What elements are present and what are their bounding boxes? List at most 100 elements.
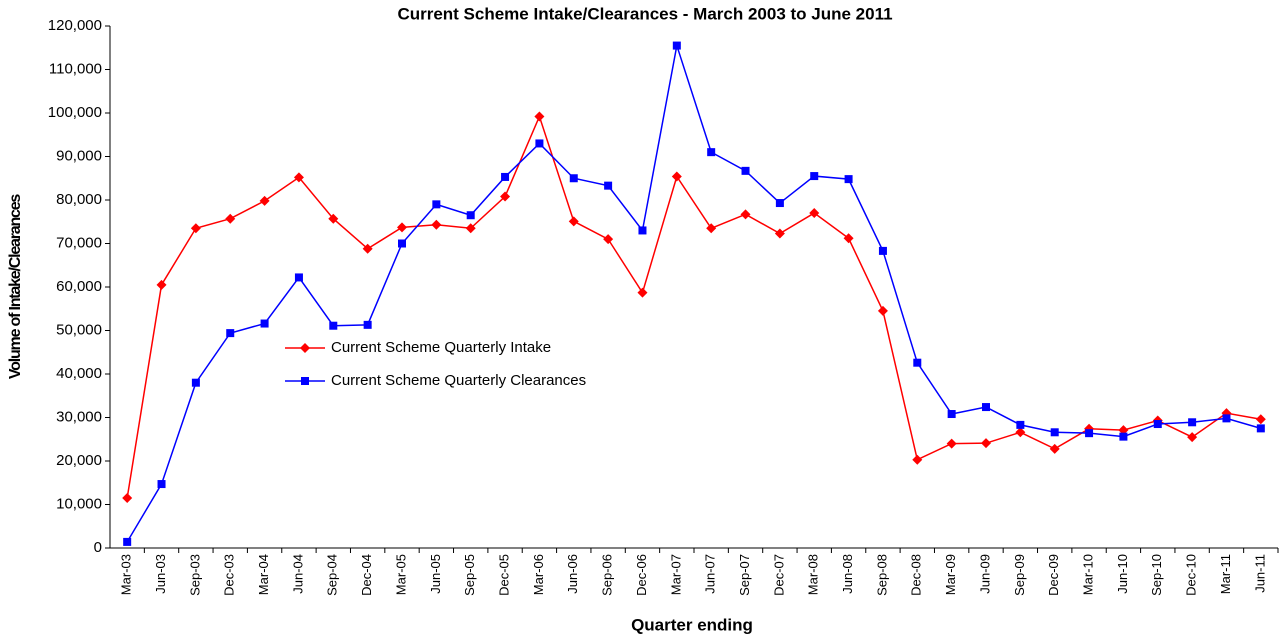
data-point: [294, 273, 303, 282]
x-tick-label: Sep-06: [600, 554, 615, 596]
y-tick-label: 90,000: [56, 147, 102, 164]
x-tick-label: Dec-09: [1046, 554, 1061, 596]
data-point: [225, 213, 236, 224]
y-tick-label: 120,000: [48, 17, 102, 34]
data-point: [431, 219, 442, 230]
data-point: [1222, 414, 1231, 423]
x-tick-label: Dec-08: [909, 554, 924, 596]
x-tick-label: Mar-06: [531, 554, 546, 595]
y-tick-label: 50,000: [56, 321, 102, 338]
x-tick-label: Mar-11: [1218, 554, 1233, 594]
data-point: [1119, 432, 1128, 441]
data-point: [843, 233, 854, 244]
data-point: [363, 320, 372, 329]
data-point: [982, 403, 990, 412]
y-tick-label: 110,000: [49, 60, 102, 77]
data-point: [398, 239, 406, 248]
data-point: [1015, 427, 1026, 438]
x-tick-label: Mar-05: [393, 554, 408, 595]
data-point: [362, 243, 373, 254]
y-tick-label: 40,000: [56, 365, 102, 382]
data-point: [740, 209, 751, 220]
legend-label: Current Scheme Quarterly Intake: [331, 339, 551, 356]
y-tick-label: 80,000: [56, 191, 102, 208]
data-point: [190, 223, 201, 234]
x-tick-label: Sep-10: [1149, 554, 1164, 596]
data-point: [1256, 424, 1265, 433]
x-tick-label: Jun-09: [977, 554, 992, 594]
series-line: [126, 114, 1261, 499]
data-point: [123, 537, 132, 546]
data-point: [946, 438, 957, 449]
data-point: [329, 321, 338, 330]
data-point: [1118, 425, 1129, 436]
data-point: [122, 492, 133, 503]
x-tick-label: Sep-03: [187, 554, 202, 596]
chart-title: Current Scheme Intake/Clearances - March…: [397, 4, 892, 23]
y-tick-label: 0: [94, 539, 102, 556]
data-point: [981, 438, 991, 449]
x-tick-label: Mar-03: [119, 554, 134, 595]
x-tick-label: Dec-03: [222, 554, 237, 596]
data-point: [912, 454, 923, 465]
data-point: [156, 279, 167, 290]
data-point: [706, 223, 717, 234]
x-tick-label: Mar-10: [1080, 554, 1095, 595]
data-point: [465, 223, 476, 234]
x-tick-label: Jun-05: [428, 554, 443, 594]
data-point: [226, 329, 235, 338]
data-point: [260, 319, 269, 328]
data-point: [637, 287, 648, 298]
y-tick-label: 60,000: [56, 278, 102, 295]
x-tick-label: Sep-09: [1012, 554, 1027, 596]
data-point: [397, 222, 407, 233]
x-tick-label: Sep-07: [737, 554, 752, 596]
y-tick-label: 70,000: [56, 234, 102, 251]
data-point: [432, 200, 441, 209]
data-point: [1016, 420, 1025, 429]
x-tick-label: Dec-05: [496, 554, 511, 596]
data-point: [501, 172, 510, 181]
y-tick-label: 30,000: [56, 408, 102, 425]
x-tick-label: Jun-07: [703, 554, 718, 594]
data-point: [1187, 432, 1198, 443]
x-tick-label: Mar-08: [806, 554, 821, 595]
data-point: [568, 216, 579, 227]
x-tick-label: Dec-10: [1184, 554, 1199, 596]
series-line: [126, 45, 1262, 543]
x-tick-label: Mar-07: [668, 554, 683, 595]
x-tick-label: Jun-11: [1252, 554, 1267, 593]
data-point: [707, 148, 716, 157]
data-point: [535, 139, 544, 148]
x-tick-label: Sep-04: [325, 554, 340, 596]
legend-marker: [300, 343, 310, 353]
data-point: [1049, 443, 1060, 454]
y-tick-label: 10,000: [56, 495, 102, 512]
data-point: [157, 480, 166, 489]
y-axis-title: Volume of Intake/Clearances: [7, 194, 24, 380]
y-tick-label: 100,000: [48, 104, 102, 121]
x-tick-label: Mar-09: [943, 554, 958, 595]
data-point: [534, 111, 545, 122]
data-point: [1153, 420, 1162, 429]
x-tick-label: Sep-08: [874, 554, 889, 596]
x-tick-label: Jun-10: [1115, 554, 1130, 594]
data-point: [1188, 418, 1197, 427]
data-point: [1255, 414, 1266, 425]
legend-marker: [301, 377, 309, 385]
data-point: [500, 191, 511, 202]
y-tick-label: 20,000: [56, 452, 102, 469]
data-point: [293, 172, 304, 183]
x-axis-title: Quarter ending: [631, 615, 753, 634]
x-tick-label: Dec-04: [359, 554, 374, 596]
data-point: [191, 378, 200, 387]
data-point: [809, 208, 820, 219]
x-tick-label: Dec-06: [634, 554, 649, 596]
x-tick-label: Jun-04: [290, 554, 305, 594]
x-tick-label: Dec-07: [771, 554, 786, 596]
x-tick-label: Jun-08: [840, 554, 855, 594]
data-point: [569, 174, 578, 183]
data-point: [672, 41, 681, 50]
data-point: [671, 171, 682, 182]
